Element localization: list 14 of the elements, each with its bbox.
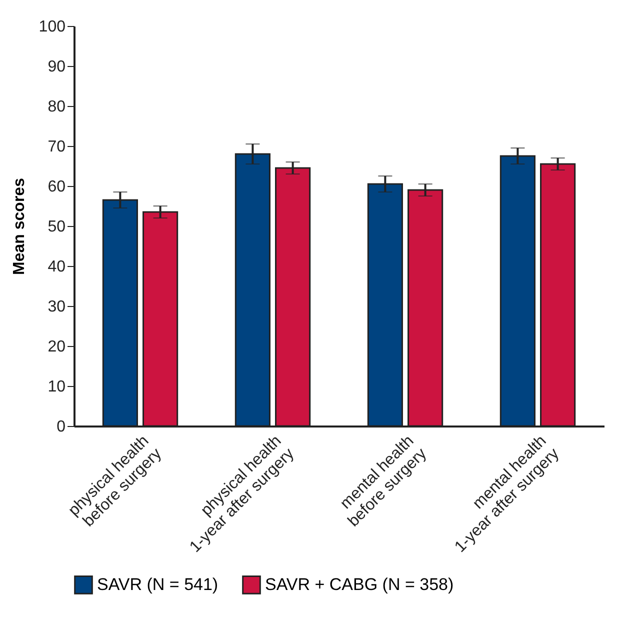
y-tick-label: 50 [48,218,66,236]
y-tick-label: 100 [38,18,66,36]
y-tick-label: 60 [48,178,66,196]
y-tick-label: 0 [56,418,66,436]
y-tick-label: 30 [48,298,66,316]
y-tick-label: 90 [48,58,66,76]
y-tick-label: 20 [48,338,66,356]
y-tick-label: 70 [48,138,66,156]
legend-label: SAVR + CABG (N = 358) [265,574,454,594]
y-tick-label: 80 [48,98,66,116]
legend-label: SAVR (N = 541) [97,574,218,594]
y-tick-label: 10 [48,378,66,396]
y-axis-title: Mean scores [10,178,28,275]
y-tick-label: 40 [48,258,66,276]
